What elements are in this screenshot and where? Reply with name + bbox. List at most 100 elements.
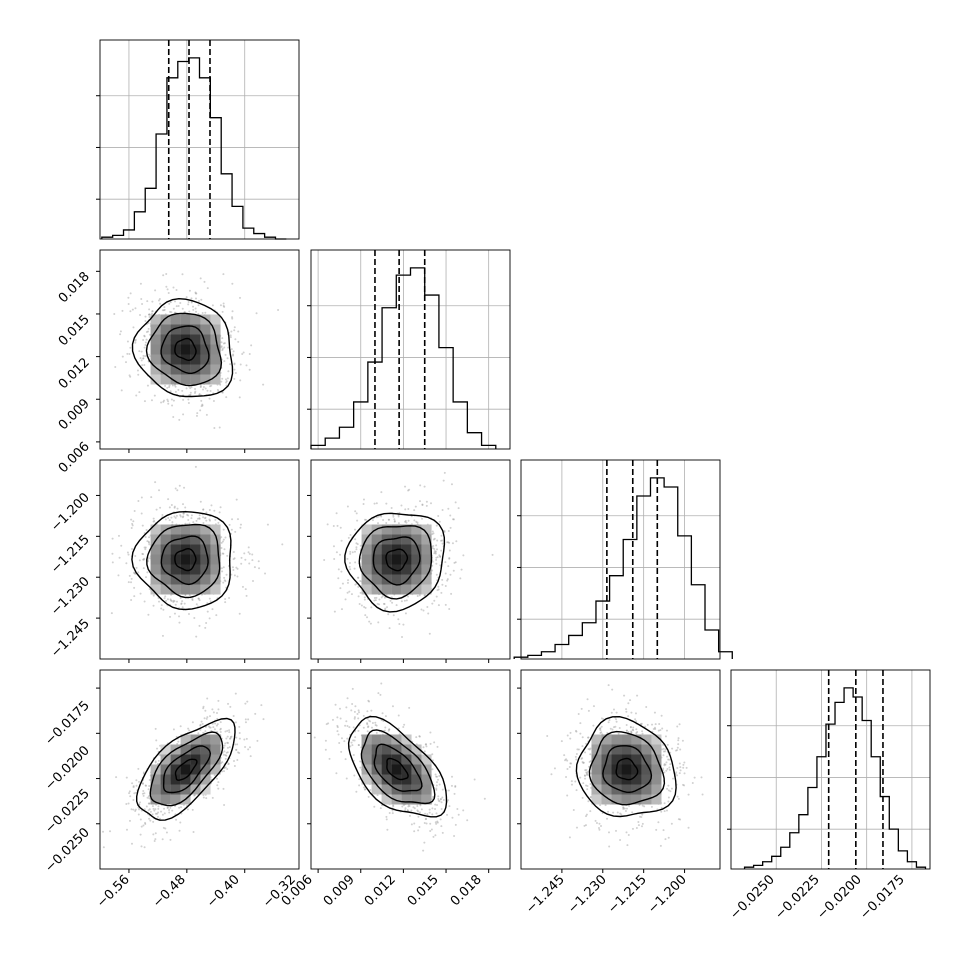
sample-point <box>167 291 170 294</box>
sample-point <box>462 554 465 557</box>
sample-point <box>466 819 469 822</box>
sample-point <box>398 623 401 626</box>
sample-point <box>260 704 263 707</box>
sample-point <box>127 802 130 805</box>
histogram-panel <box>727 669 931 870</box>
sample-point <box>231 317 234 320</box>
sample-point <box>359 591 362 594</box>
sample-point <box>250 344 253 347</box>
sample-point <box>120 389 123 392</box>
sample-point <box>444 584 447 587</box>
sample-point <box>228 523 231 526</box>
sample-point <box>169 301 172 304</box>
sample-point <box>249 755 252 758</box>
sample-point <box>200 298 203 301</box>
sample-point <box>139 313 142 316</box>
sample-point <box>238 612 241 615</box>
sample-point <box>129 292 132 295</box>
sample-point <box>390 506 393 509</box>
sample-point <box>414 505 417 508</box>
sample-point <box>230 330 233 333</box>
sample-point <box>433 741 436 744</box>
sample-point <box>277 309 280 312</box>
sample-point <box>132 520 135 523</box>
sample-point <box>130 577 133 580</box>
sample-point <box>415 736 418 739</box>
sample-point <box>138 780 141 783</box>
sample-point <box>187 613 190 616</box>
sample-point <box>193 391 196 394</box>
density-panel <box>96 669 300 873</box>
sample-point <box>220 341 223 344</box>
sample-point <box>176 507 179 510</box>
sample-point <box>118 556 121 559</box>
sample-point <box>234 372 237 375</box>
sample-point <box>213 426 216 429</box>
sample-point <box>385 818 388 821</box>
sample-point <box>195 292 198 295</box>
density-panel <box>96 249 300 453</box>
sample-point <box>252 580 255 583</box>
sample-point <box>166 288 169 291</box>
sample-point <box>211 708 214 711</box>
sample-point <box>222 770 225 773</box>
sample-point <box>163 399 166 402</box>
panel-background <box>731 670 930 869</box>
sample-point <box>172 728 175 731</box>
sample-point <box>152 604 155 607</box>
sample-point <box>211 796 214 799</box>
sample-point <box>169 615 172 618</box>
sample-point <box>369 622 372 625</box>
sample-point <box>133 792 136 795</box>
sample-point <box>236 518 239 521</box>
sample-point <box>233 368 236 371</box>
sample-point <box>435 595 438 598</box>
sample-point <box>205 717 208 720</box>
sample-point <box>222 302 225 305</box>
sample-point <box>235 498 238 501</box>
sample-point <box>331 718 334 721</box>
sample-point <box>128 819 131 822</box>
sample-point <box>144 319 147 322</box>
sample-point <box>337 733 340 736</box>
sample-point <box>385 502 388 505</box>
density-panel <box>96 459 300 663</box>
sample-point <box>150 399 153 402</box>
sample-point <box>199 500 202 503</box>
sample-point <box>147 613 150 616</box>
sample-point <box>238 396 241 399</box>
sample-point <box>213 509 216 512</box>
sample-point <box>385 815 388 818</box>
sample-point <box>185 387 188 390</box>
sample-point <box>204 709 207 712</box>
sample-point <box>227 763 230 766</box>
sample-point <box>109 830 112 833</box>
sample-point <box>429 502 432 505</box>
sample-point <box>453 561 456 564</box>
sample-point <box>432 835 435 838</box>
sample-point <box>353 710 356 713</box>
sample-point <box>419 500 422 503</box>
sample-point <box>158 297 161 300</box>
sample-point <box>337 568 340 571</box>
sample-point <box>210 504 213 507</box>
sample-point <box>335 512 338 515</box>
sample-point <box>251 553 254 556</box>
sample-point <box>346 724 349 727</box>
sample-point <box>201 403 204 406</box>
sample-point <box>216 777 219 780</box>
sample-point <box>142 354 145 357</box>
sample-point <box>418 735 421 738</box>
sample-point <box>148 315 151 318</box>
sample-point <box>421 504 424 507</box>
sample-point <box>234 530 237 533</box>
sample-point <box>140 825 143 828</box>
sample-point <box>238 737 241 740</box>
sample-point <box>157 299 160 302</box>
sample-point <box>128 353 131 356</box>
sample-point <box>175 818 178 821</box>
sample-point <box>156 747 159 750</box>
sample-point <box>132 808 135 811</box>
sample-point <box>410 823 413 826</box>
sample-point <box>173 311 176 314</box>
